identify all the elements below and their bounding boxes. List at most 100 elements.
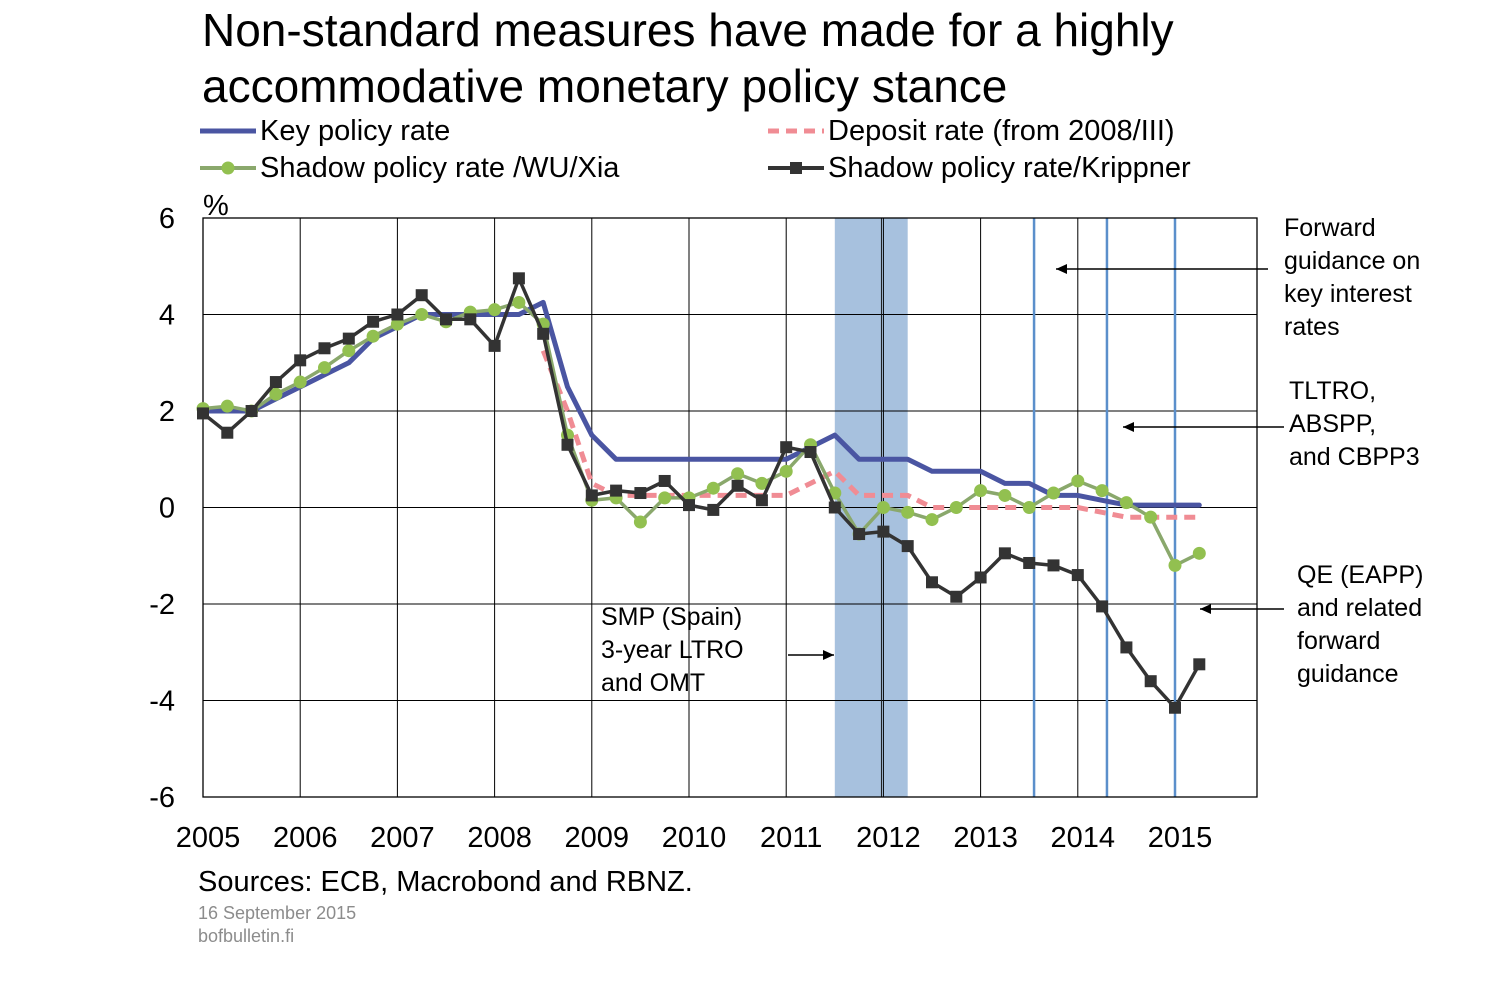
data-point-krippner (828, 501, 841, 514)
data-point-krippner (269, 376, 282, 389)
legend-label-deposit-rate: Deposit rate (from 2008/III) (828, 114, 1175, 147)
annotation-line: guidance (1297, 660, 1399, 688)
y-axis-unit-label: % (203, 190, 229, 222)
data-point-wuxia (512, 295, 526, 309)
plot-frame (202, 217, 1258, 798)
y-tick-label: -2 (149, 589, 175, 621)
legend-swatch-deposit-rate (768, 128, 824, 134)
x-tick-label: 2006 (273, 822, 338, 854)
legend-item-deposit-rate: Deposit rate (from 2008/III) (766, 113, 1175, 149)
x-tick-label: 2009 (565, 822, 630, 854)
data-point-krippner (440, 313, 452, 326)
data-point-wuxia (755, 476, 769, 490)
data-point-krippner (755, 494, 768, 507)
data-point-krippner (512, 272, 525, 285)
annotation-line: and CBPP3 (1289, 443, 1420, 471)
data-point-krippner (1169, 701, 1181, 714)
data-point-krippner (1071, 569, 1084, 582)
data-point-krippner (804, 446, 817, 459)
series-line-key (200, 299, 1202, 508)
data-point-krippner (318, 342, 331, 355)
data-point-krippner (342, 332, 355, 345)
annotation-line: Forward (1284, 214, 1376, 242)
data-point-wuxia (220, 399, 234, 413)
y-tick-label: 6 (159, 203, 175, 235)
y-tick-label: 2 (159, 396, 175, 428)
annotation-line: key interest (1284, 280, 1412, 308)
annotation-line: rates (1284, 313, 1340, 341)
data-point-krippner (488, 339, 501, 352)
annotation-line: and related (1297, 594, 1423, 622)
data-point-wuxia (998, 488, 1012, 502)
data-point-krippner (731, 479, 744, 492)
data-point-krippner (197, 407, 209, 420)
data-point-krippner (245, 405, 258, 417)
x-tick-label: 2011 (760, 822, 822, 854)
annotation-line: QE (EAPP) (1297, 561, 1424, 589)
data-point-krippner (707, 503, 720, 516)
data-point-krippner (877, 525, 890, 538)
data-point-krippner (950, 590, 963, 603)
data-point-wuxia (901, 505, 915, 519)
y-tick-label: -4 (149, 686, 175, 718)
legend-item-key-policy-rate: Key policy rate (198, 113, 450, 149)
data-point-wuxia (876, 501, 890, 514)
x-tick-label: 2014 (1051, 822, 1116, 854)
y-tick-label: 0 (159, 493, 175, 525)
annotation-line: SMP (Spain) (601, 603, 743, 631)
data-point-wuxia (269, 387, 283, 401)
data-point-krippner (1120, 641, 1133, 654)
data-point-krippner (1096, 600, 1109, 613)
data-point-krippner (634, 487, 647, 500)
data-point-krippner (367, 315, 380, 328)
x-tick-label: 2005 (176, 822, 241, 854)
x-tick-label: 2010 (662, 822, 727, 854)
data-point-wuxia (1192, 546, 1206, 560)
x-tick-label: 2007 (370, 822, 435, 854)
data-point-wuxia (488, 303, 502, 317)
data-point-krippner (998, 547, 1011, 560)
data-point-wuxia (658, 491, 672, 505)
data-point-krippner (1047, 559, 1060, 572)
legend-item-shadow-rate-wu-xia: Shadow policy rate /WU/Xia (198, 150, 619, 186)
annotation-line: TLTRO, (1289, 377, 1377, 405)
legend-item-shadow-rate-krippner: Shadow policy rate/Krippner (766, 150, 1191, 186)
data-point-krippner (853, 528, 866, 541)
annotation-qe: QE (EAPP) and related forward guidance (1297, 559, 1423, 691)
data-point-wuxia (366, 329, 380, 343)
data-point-wuxia (293, 375, 307, 389)
data-point-wuxia (1168, 558, 1182, 572)
annotation-forward-guidance: Forward guidance on key interest rates (1284, 212, 1420, 344)
data-point-wuxia (974, 484, 988, 498)
annotation-tltro: TLTRO, ABSPP, and CBPP3 (1289, 375, 1420, 474)
annotation-line: and OMT (601, 669, 706, 697)
data-point-krippner (610, 484, 623, 497)
data-point-krippner (537, 327, 550, 340)
data-point-krippner (658, 474, 671, 487)
data-point-krippner (294, 354, 307, 367)
legend-label-shadow-rate-wu-xia: Shadow policy rate /WU/Xia (260, 151, 620, 184)
data-point-wuxia (633, 515, 647, 529)
data-point-wuxia (1047, 486, 1060, 500)
y-tick-label: -6 (149, 782, 175, 814)
series-group (196, 272, 1206, 714)
chart-title: Non-standard measures have made for a hi… (202, 2, 1482, 114)
data-point-wuxia (779, 464, 793, 478)
data-point-krippner (1193, 658, 1206, 671)
legend-swatch-shadow-rate-wu-xia (200, 161, 256, 175)
data-point-wuxia (949, 501, 963, 514)
data-point-krippner (561, 438, 574, 451)
series-line-deposit (540, 349, 1200, 520)
data-point-wuxia (731, 467, 745, 481)
data-point-wuxia (706, 481, 720, 495)
data-point-krippner (1023, 556, 1036, 569)
legend-swatch-key-policy-rate (200, 128, 256, 134)
chart-title-line-1: Non-standard measures have made for a hi… (202, 4, 1174, 56)
y-tick-label: 4 (159, 300, 175, 332)
annotation-arrowhead (1200, 604, 1211, 614)
legend-label-key-policy-rate: Key policy rate (260, 114, 451, 147)
data-point-wuxia (390, 317, 404, 331)
data-point-wuxia (1095, 484, 1109, 498)
data-point-wuxia (925, 513, 939, 527)
